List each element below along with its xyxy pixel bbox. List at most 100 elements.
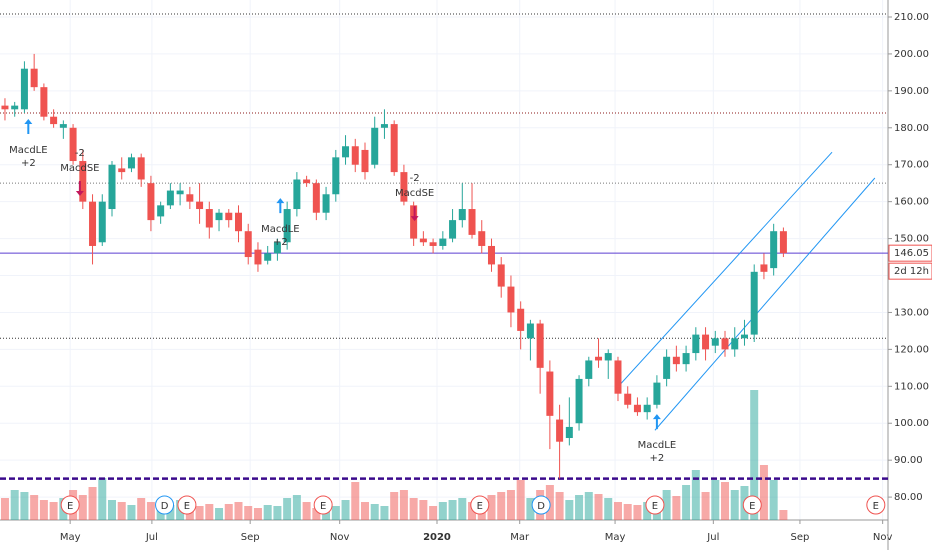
x-tick-label: Mar xyxy=(510,532,530,543)
signal-label: MacdSE xyxy=(60,163,99,174)
volume-bar xyxy=(691,470,700,520)
volume-bar xyxy=(273,506,282,520)
candle-body xyxy=(702,334,710,350)
event-marker xyxy=(866,495,886,515)
countdown-box xyxy=(888,262,932,280)
volume-bar xyxy=(730,490,739,520)
volume-bar xyxy=(10,490,19,520)
candle-body xyxy=(89,201,97,246)
candle-body xyxy=(497,264,505,287)
candle-body xyxy=(750,271,758,335)
candle-body xyxy=(69,127,77,162)
signal-label: MacdSE xyxy=(395,188,434,199)
volume-bar xyxy=(39,500,48,520)
candle-body xyxy=(507,286,515,313)
volume-bar xyxy=(30,495,39,520)
signal-arrow xyxy=(276,198,285,214)
volume-bar xyxy=(721,482,730,520)
volume-bar xyxy=(409,498,418,520)
candle-body xyxy=(653,382,661,405)
signal-label: MacdLE xyxy=(9,145,48,156)
volume-bar xyxy=(370,504,379,520)
volume-bar xyxy=(312,508,321,520)
candle-body xyxy=(108,164,116,210)
signal-arrow xyxy=(652,414,661,430)
volume-bar xyxy=(351,482,360,520)
event-label: E xyxy=(873,501,879,512)
signal-label: MacdLE xyxy=(261,224,300,235)
candle-body xyxy=(30,68,38,88)
candle-body xyxy=(711,338,719,346)
event-label: E xyxy=(320,501,326,512)
event-marker xyxy=(60,495,80,515)
candle-body xyxy=(419,238,427,243)
candle-body xyxy=(779,231,787,254)
candle-body xyxy=(478,231,486,246)
volume-bar xyxy=(341,500,350,520)
event-label: D xyxy=(537,501,545,512)
candle-body xyxy=(234,212,242,232)
volume-bar xyxy=(107,500,116,520)
volume-bar xyxy=(769,480,778,520)
volume-bar xyxy=(224,504,233,520)
candle-body xyxy=(439,238,447,246)
candle-body xyxy=(127,157,135,169)
candle-body xyxy=(429,242,437,246)
volume-bar xyxy=(234,502,243,520)
candle-body xyxy=(293,179,301,210)
candle-body xyxy=(225,212,233,221)
y-tick-label: 190.00 xyxy=(894,86,929,97)
x-tick-label: Nov xyxy=(330,532,350,543)
candle-body xyxy=(283,209,291,243)
last-price-label: 146.05 xyxy=(894,248,929,259)
candle-body xyxy=(682,353,690,365)
y-tick-label: 150.00 xyxy=(894,234,929,245)
candle-body xyxy=(468,209,476,235)
y-tick-label: 80.00 xyxy=(894,492,923,503)
volume-bar xyxy=(419,500,428,520)
candle-body xyxy=(342,146,350,158)
event-marker xyxy=(531,495,551,515)
signal-arrow xyxy=(75,180,84,196)
candle-body xyxy=(11,105,19,110)
signal-qty: +2 xyxy=(650,453,665,464)
candle-body xyxy=(760,264,768,272)
candle-body xyxy=(624,393,632,405)
candle-body xyxy=(176,190,184,195)
volume-bar xyxy=(146,502,155,520)
y-tick-label: 160.00 xyxy=(894,197,929,208)
volume-bar xyxy=(458,498,467,520)
volume-bar xyxy=(711,480,720,520)
volume-bar xyxy=(497,492,506,520)
volume-bar xyxy=(604,498,613,520)
volume-bar xyxy=(399,490,408,520)
volume-bar xyxy=(584,492,593,520)
candle-body xyxy=(264,253,272,261)
y-tick-label: 170.00 xyxy=(894,160,929,171)
candle-body xyxy=(166,190,174,206)
candle-body xyxy=(536,323,544,368)
volume-bar xyxy=(215,508,224,520)
candle-body xyxy=(770,231,778,269)
y-tick-label: 200.00 xyxy=(894,49,929,60)
candle-body xyxy=(59,124,67,128)
event-marker xyxy=(313,495,333,515)
y-tick-label: 100.00 xyxy=(894,418,929,429)
x-tick-label: Jul xyxy=(706,532,719,543)
volume-bar xyxy=(662,490,671,520)
signal-qty: -2 xyxy=(75,148,85,159)
y-tick-label: 110.00 xyxy=(894,381,929,392)
x-tick-label: Sep xyxy=(791,532,810,543)
channel-line xyxy=(654,177,876,431)
candle-body xyxy=(332,157,340,195)
volume-bar xyxy=(78,495,87,520)
volume-bar xyxy=(759,465,768,520)
volume-bar xyxy=(20,492,29,520)
event-marker xyxy=(470,495,490,515)
volume-bar xyxy=(555,492,564,520)
x-tick-label: Jul xyxy=(145,532,158,543)
event-label: E xyxy=(184,501,190,512)
candle-body xyxy=(721,338,729,350)
volume-bar xyxy=(779,510,788,520)
